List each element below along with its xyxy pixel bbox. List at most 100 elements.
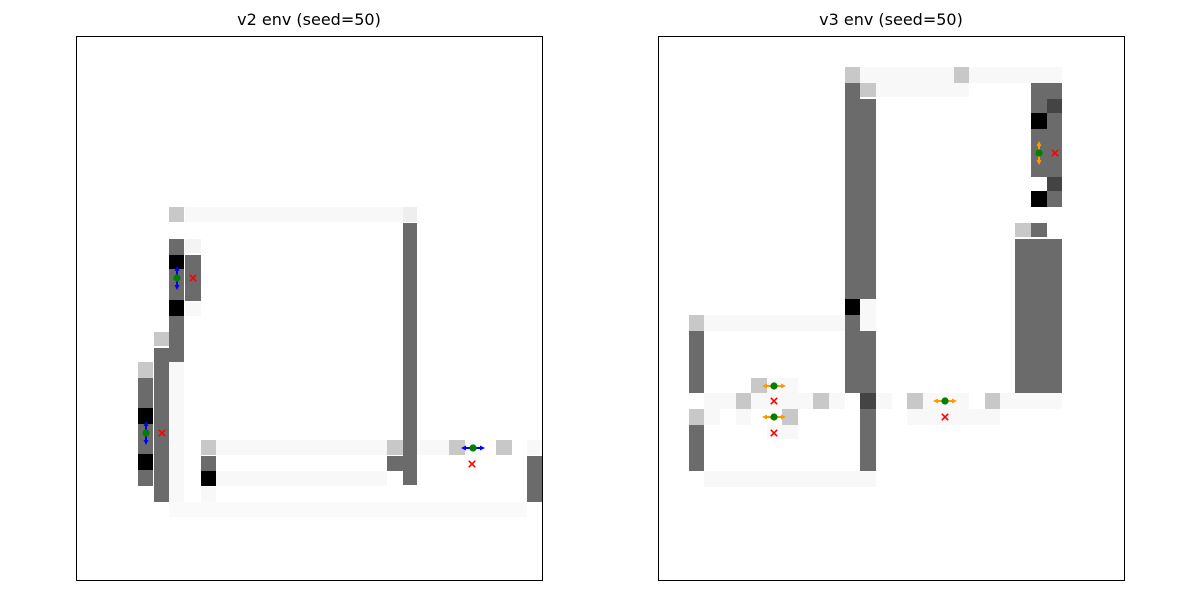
grid-cell (169, 362, 184, 502)
grid-cell (201, 440, 216, 455)
grid-cell (1031, 83, 1062, 99)
grid-cell (1047, 191, 1062, 207)
grid-cell (751, 393, 813, 409)
agent-marker (461, 444, 485, 452)
grid-cell (689, 425, 704, 471)
grid-cell (876, 83, 969, 97)
grid-cell (876, 393, 892, 409)
grid-cell (689, 331, 704, 393)
goal-marker (770, 429, 778, 437)
grid-cell (736, 409, 751, 425)
grid-cell (1000, 393, 1062, 409)
grid-cell (1031, 191, 1047, 207)
grid-cell (496, 440, 512, 455)
grid-cell (704, 315, 845, 331)
grid-cell (985, 393, 1000, 409)
grid-cell (403, 223, 417, 485)
goal-marker (1051, 149, 1059, 157)
grid-cell (138, 362, 153, 378)
grid-cell (689, 315, 704, 331)
panel-right-frame (658, 36, 1125, 581)
grid-cell (154, 348, 169, 362)
grid-cell (169, 300, 184, 316)
grid-cell (449, 440, 465, 455)
grid-cell (907, 409, 1000, 425)
grid-cell (860, 83, 876, 97)
grid-cell (387, 456, 403, 471)
grid-cell (201, 471, 216, 486)
grid-cell (169, 255, 184, 269)
agent-marker (1035, 141, 1043, 165)
grid-cell (860, 393, 876, 471)
grid-cell (138, 470, 153, 486)
agent-marker (142, 421, 150, 445)
grid-cell (138, 408, 153, 424)
agent-marker (762, 413, 786, 421)
grid-cell (860, 299, 876, 315)
grid-cell (736, 393, 751, 409)
agent-marker (762, 382, 786, 390)
goal-marker (770, 397, 778, 405)
grid-cell (1015, 223, 1031, 237)
grid-cell (751, 378, 767, 393)
goal-marker (158, 429, 166, 437)
grid-cell (1031, 113, 1047, 129)
grid-cell (767, 425, 798, 439)
grid-cell (201, 487, 216, 502)
grid-cell (169, 316, 184, 362)
grid-cell (860, 393, 876, 409)
grid-cell (704, 471, 876, 487)
agent-marker (933, 397, 957, 405)
grid-cell (138, 454, 153, 470)
grid-cell (417, 440, 433, 455)
grid-cell (403, 440, 417, 455)
grid-cell (169, 502, 527, 517)
goal-marker (941, 413, 949, 421)
grid-cell (845, 331, 876, 393)
grid-cell (527, 440, 542, 455)
panel-right-title: v3 env (seed=50) (819, 10, 963, 29)
grid-cell (1031, 223, 1047, 237)
grid-cell (1031, 99, 1047, 113)
grid-cell (1047, 177, 1062, 191)
grid-cell (201, 456, 216, 471)
grid-cell (527, 456, 542, 502)
grid-cell (704, 409, 720, 425)
grid-cell (845, 315, 860, 331)
panel-left-title: v2 env (seed=50) (237, 10, 381, 29)
grid-cell (845, 83, 860, 299)
panel-left-frame (76, 36, 543, 581)
panel-right-markers (762, 141, 1059, 437)
grid-cell (689, 409, 704, 425)
grid-cell (1015, 239, 1062, 393)
grid-cell (954, 67, 969, 83)
grid-cell (720, 393, 736, 409)
grid-cell (860, 67, 954, 83)
goal-marker (468, 460, 476, 468)
grid-cell (907, 393, 923, 409)
grid-cell (154, 332, 169, 346)
grid-cell (216, 471, 387, 486)
grid-cell (969, 67, 1031, 83)
grid-cell (387, 440, 403, 455)
grid-cell (169, 207, 184, 222)
grid-cell (185, 239, 201, 253)
grid-cell (216, 440, 387, 455)
grid-cell (1047, 113, 1062, 129)
grid-cell (403, 207, 417, 222)
panel-left-markers (142, 266, 485, 468)
agent-marker (173, 266, 181, 290)
grid-cell (185, 302, 201, 316)
grid-cell (860, 315, 876, 331)
grid-cell (433, 440, 449, 455)
grid-cell (813, 393, 829, 409)
grid-cell (1047, 99, 1062, 113)
panel-left-cells (138, 207, 542, 517)
grid-cell (185, 207, 403, 222)
grid-cell (860, 99, 876, 299)
grid-cell (704, 393, 720, 409)
grid-cell (1031, 67, 1062, 83)
grid-cell (138, 378, 153, 408)
goal-marker (189, 274, 197, 282)
